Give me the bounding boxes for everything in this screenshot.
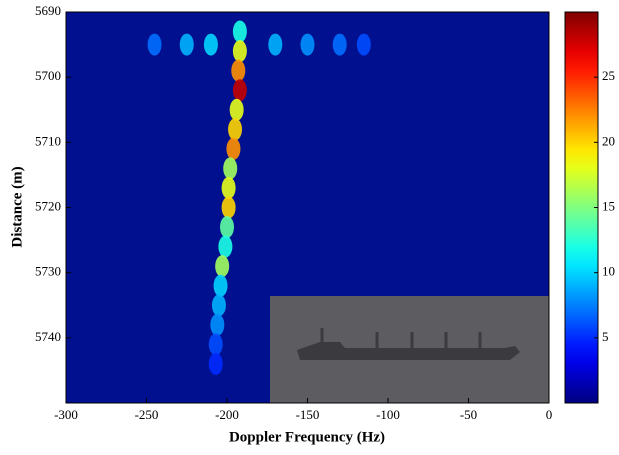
y-tick-label: 5690 xyxy=(35,3,61,18)
heat-cell xyxy=(229,98,244,121)
heat-cell xyxy=(300,33,315,56)
colorbar-tick-label: 25 xyxy=(602,68,615,83)
heat-cell xyxy=(232,79,247,102)
heat-cell xyxy=(179,33,194,56)
heat-cell xyxy=(215,255,230,278)
heat-cell xyxy=(208,333,223,356)
colorbar-tick-label: 20 xyxy=(602,133,615,148)
y-tick-label: 5720 xyxy=(35,198,61,213)
x-tick-label: -150 xyxy=(296,407,320,422)
heat-cell xyxy=(226,137,241,160)
heat-cell xyxy=(232,40,247,63)
heat-cell xyxy=(332,33,347,56)
heat-cell xyxy=(228,118,243,141)
y-tick-label: 5730 xyxy=(35,264,61,279)
heat-cell xyxy=(232,20,247,43)
colorbar-tick-label: 15 xyxy=(602,198,615,213)
inset-photo xyxy=(270,296,549,403)
colorbar-tick-label: 10 xyxy=(602,264,615,279)
heat-cell xyxy=(223,157,238,180)
x-tick-label: -250 xyxy=(135,407,159,422)
y-tick-label: 5710 xyxy=(35,133,61,148)
x-axis-label: Doppler Frequency (Hz) xyxy=(229,429,385,445)
heat-cell xyxy=(213,274,228,297)
colorbar-tick-label: 5 xyxy=(602,329,609,344)
y-axis-label: Distance (m) xyxy=(9,166,25,247)
y-tick-label: 5700 xyxy=(35,68,61,83)
y-tick-label: 5740 xyxy=(35,329,61,344)
x-tick-label: -50 xyxy=(460,407,477,422)
colorbar xyxy=(564,11,599,404)
heat-cell xyxy=(210,313,225,336)
heat-cell xyxy=(203,33,218,56)
heat-cell xyxy=(211,294,226,317)
heat-cell xyxy=(220,216,234,239)
heat-cell xyxy=(218,235,233,258)
heat-cell xyxy=(231,59,246,82)
x-tick-label: -300 xyxy=(54,407,78,422)
x-tick-label: 0 xyxy=(546,407,553,422)
heat-cell xyxy=(221,196,236,219)
heat-cell xyxy=(356,33,371,56)
heat-cell xyxy=(268,33,283,56)
x-tick-label: -200 xyxy=(215,407,239,422)
heat-cell xyxy=(221,176,236,199)
x-tick-label: -100 xyxy=(376,407,400,422)
heat-cell xyxy=(208,352,223,375)
heat-cell xyxy=(147,33,162,56)
